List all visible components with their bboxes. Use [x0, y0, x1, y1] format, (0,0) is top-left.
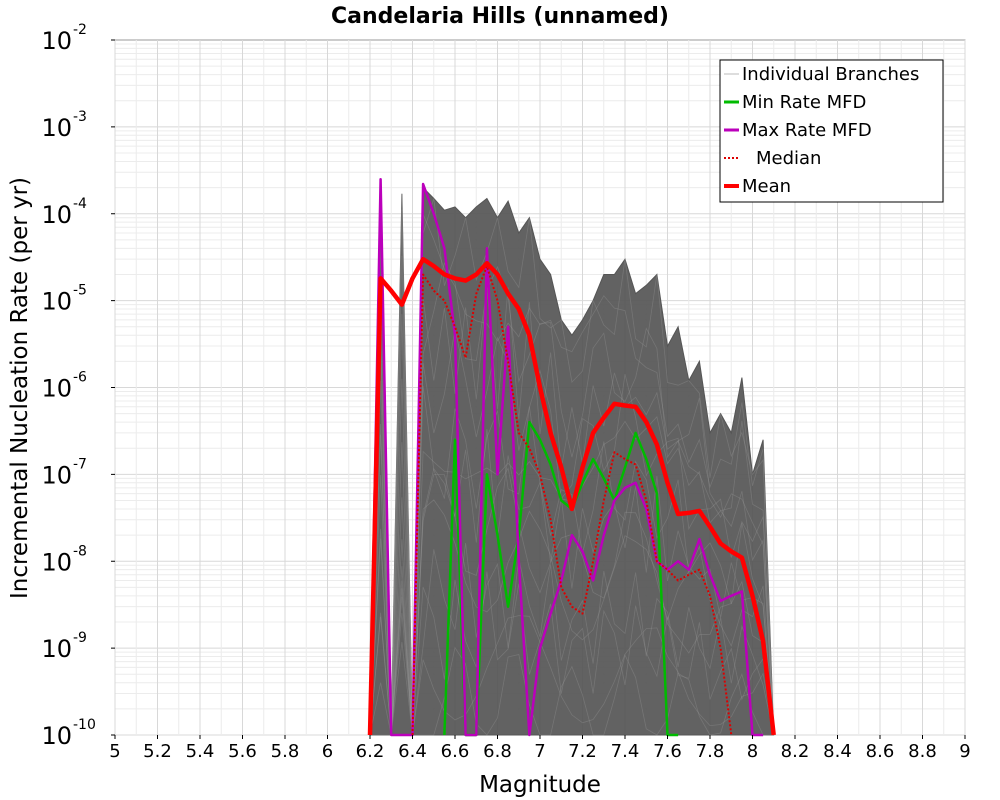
branch-strand	[369, 571, 775, 736]
branch-strand	[369, 538, 775, 736]
x-tick-label: 9	[959, 741, 970, 762]
x-tick-label: 8.6	[866, 741, 895, 762]
y-tick-label-base: 10	[41, 27, 72, 55]
y-tick-label-base: 10	[41, 288, 72, 316]
x-tick-label: 5.8	[271, 741, 300, 762]
y-tick-label-exponent: -4	[73, 196, 87, 212]
y-tick-label-base: 10	[41, 548, 72, 576]
branch-strand	[369, 499, 775, 736]
x-tick-label: 7.6	[653, 741, 682, 762]
y-tick-label-exponent: -7	[73, 456, 87, 472]
x-axis-ticks: 5 5.2 5.4 5.6 5.8 6 6.2 6.4 6.6 6.8 7 7.2 7.4 7.6 7.8 8…	[109, 735, 971, 762]
y-tick-label-base: 10	[41, 461, 72, 489]
x-axis-label: Magnitude	[479, 772, 601, 798]
x-tick-label: 6.6	[441, 741, 470, 762]
y-tick-label-exponent: -9	[73, 630, 87, 646]
branch-strand	[369, 429, 775, 736]
legend-label-mean: Mean	[742, 176, 791, 197]
legend-label-individual-branches: Individual Branches	[742, 64, 919, 85]
y-tick-label-exponent: -6	[73, 370, 87, 386]
y-tick-label-base: 10	[41, 722, 72, 750]
y-tick-label-exponent: -10	[73, 717, 96, 733]
series-line-min-rate-mfd	[443, 420, 679, 737]
y-tick-label-base: 10	[41, 635, 72, 663]
legend-label-median: Median	[756, 148, 821, 169]
branch-strand	[369, 612, 775, 736]
x-tick-label: 7.4	[611, 741, 640, 762]
branch-strand	[369, 209, 775, 736]
y-tick-label-base: 10	[41, 375, 72, 403]
y-tick-label-exponent: -2	[73, 22, 87, 38]
x-tick-label: 7.2	[568, 741, 597, 762]
legend: Individual Branches Min Rate MFD Max Rate …	[719, 59, 944, 203]
series-line-mean	[367, 256, 776, 736]
branch-strand	[369, 287, 775, 736]
y-axis-label: Incremental Nucleation Rate (per yr)	[7, 177, 33, 599]
chart-title: Candelaria Hills (unnamed)	[331, 4, 669, 29]
x-tick-label: 8.4	[823, 741, 852, 762]
x-tick-label: 5.6	[228, 741, 257, 762]
x-tick-label: 5.4	[186, 741, 215, 762]
x-tick-label: 6	[322, 741, 333, 762]
y-tick-label-exponent: -3	[73, 109, 87, 125]
branch-strand	[369, 385, 775, 736]
y-tick-label-base: 10	[41, 114, 72, 142]
x-tick-label: 6.4	[398, 741, 427, 762]
x-tick-label: 8.2	[781, 741, 810, 762]
x-tick-label: 8.8	[908, 741, 937, 762]
x-tick-label: 5	[109, 741, 120, 762]
series-line-median	[411, 265, 733, 736]
legend-box	[719, 59, 944, 203]
y-tick-label-exponent: -8	[73, 543, 87, 559]
x-tick-label: 7.8	[696, 741, 725, 762]
x-tick-label: 8	[747, 741, 758, 762]
y-tick-label-exponent: -5	[73, 283, 87, 299]
branch-strand	[370, 642, 774, 736]
x-tick-label: 5.2	[143, 741, 172, 762]
x-tick-label: 6.2	[356, 741, 385, 762]
series-line-max-rate-mfd	[368, 177, 764, 737]
y-axis-ticks: 10-210-310-410-510-610-710-810-910-10	[41, 22, 115, 750]
y-tick-label-base: 10	[41, 201, 72, 229]
branch-strand	[369, 328, 775, 736]
x-tick-label: 6.8	[483, 741, 512, 762]
legend-label-max-rate-mfd: Max Rate MFD	[742, 120, 872, 141]
x-tick-label: 7	[534, 741, 545, 762]
legend-label-min-rate-mfd: Min Rate MFD	[742, 92, 866, 113]
series-lines	[367, 177, 776, 737]
